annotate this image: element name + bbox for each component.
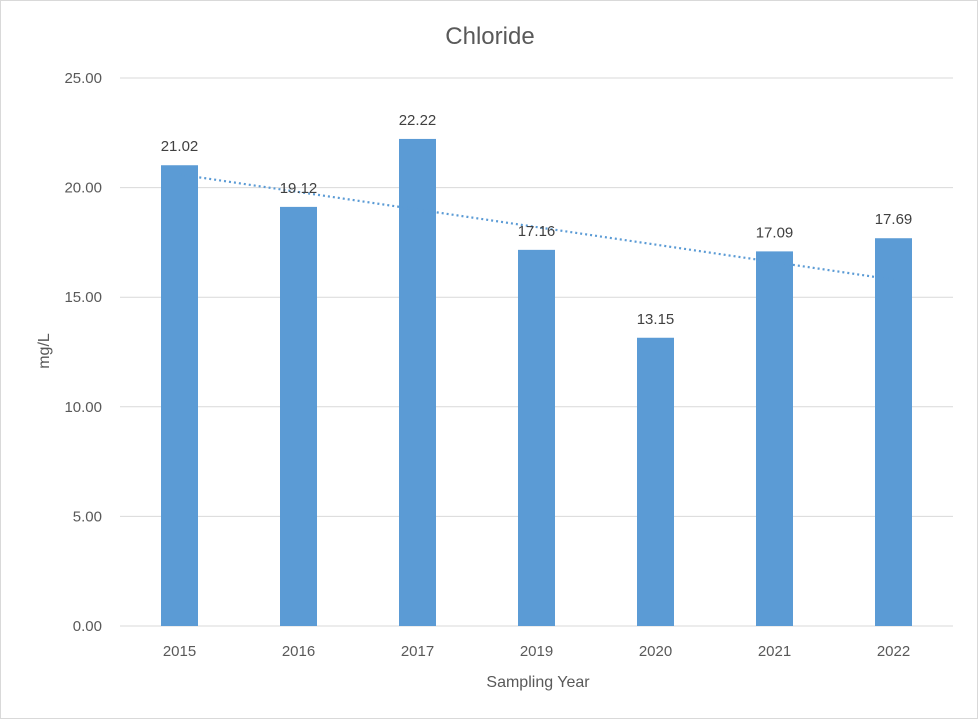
y-tick-label: 15.00: [64, 289, 102, 306]
data-label: 21.02: [161, 138, 199, 155]
bar-2015: [161, 165, 198, 627]
x-tick-label: 2015: [163, 643, 196, 660]
data-label: 17.09: [756, 224, 794, 241]
chart-title: Chloride: [445, 23, 534, 50]
y-tick-label: 25.00: [64, 70, 102, 87]
x-tick-label: 2021: [758, 643, 791, 660]
bar-2021: [756, 251, 793, 626]
data-label: 22.22: [399, 112, 437, 129]
bar-2022: [875, 238, 912, 626]
bar-2016: [280, 206, 317, 627]
x-tick-label: 2017: [401, 643, 434, 660]
trendline: [179, 173, 894, 281]
data-label: 17.69: [875, 211, 913, 228]
x-tick-label: 2022: [877, 643, 910, 660]
y-axis-label: mg/L: [36, 333, 53, 369]
bar-2020: [637, 337, 674, 626]
bar-2019: [518, 249, 555, 627]
x-tick-label: 2016: [282, 643, 315, 660]
x-tick-label: 2019: [520, 643, 553, 660]
data-labels: 21.02 19.12 22.22 17.16 13.15 17.09 17.69: [161, 112, 913, 328]
data-label: 19.12: [280, 180, 318, 197]
y-tick-labels: 0.00 5.00 10.00 15.00 20.00 25.00: [64, 70, 102, 635]
x-tick-labels: 2015 2016 2017 2019 2020 2021 2022: [163, 643, 910, 660]
trendline-layer: [179, 173, 894, 281]
y-tick-label: 5.00: [73, 508, 102, 525]
bar-2017: [399, 138, 436, 626]
y-tick-label: 10.00: [64, 399, 102, 416]
data-label: 13.15: [637, 311, 675, 328]
y-tick-label: 0.00: [73, 618, 102, 635]
data-label: 17.16: [518, 223, 556, 240]
bars: [161, 138, 912, 627]
x-tick-label: 2020: [639, 643, 672, 660]
y-tick-label: 20.00: [64, 180, 102, 197]
x-axis-label: Sampling Year: [486, 674, 590, 691]
